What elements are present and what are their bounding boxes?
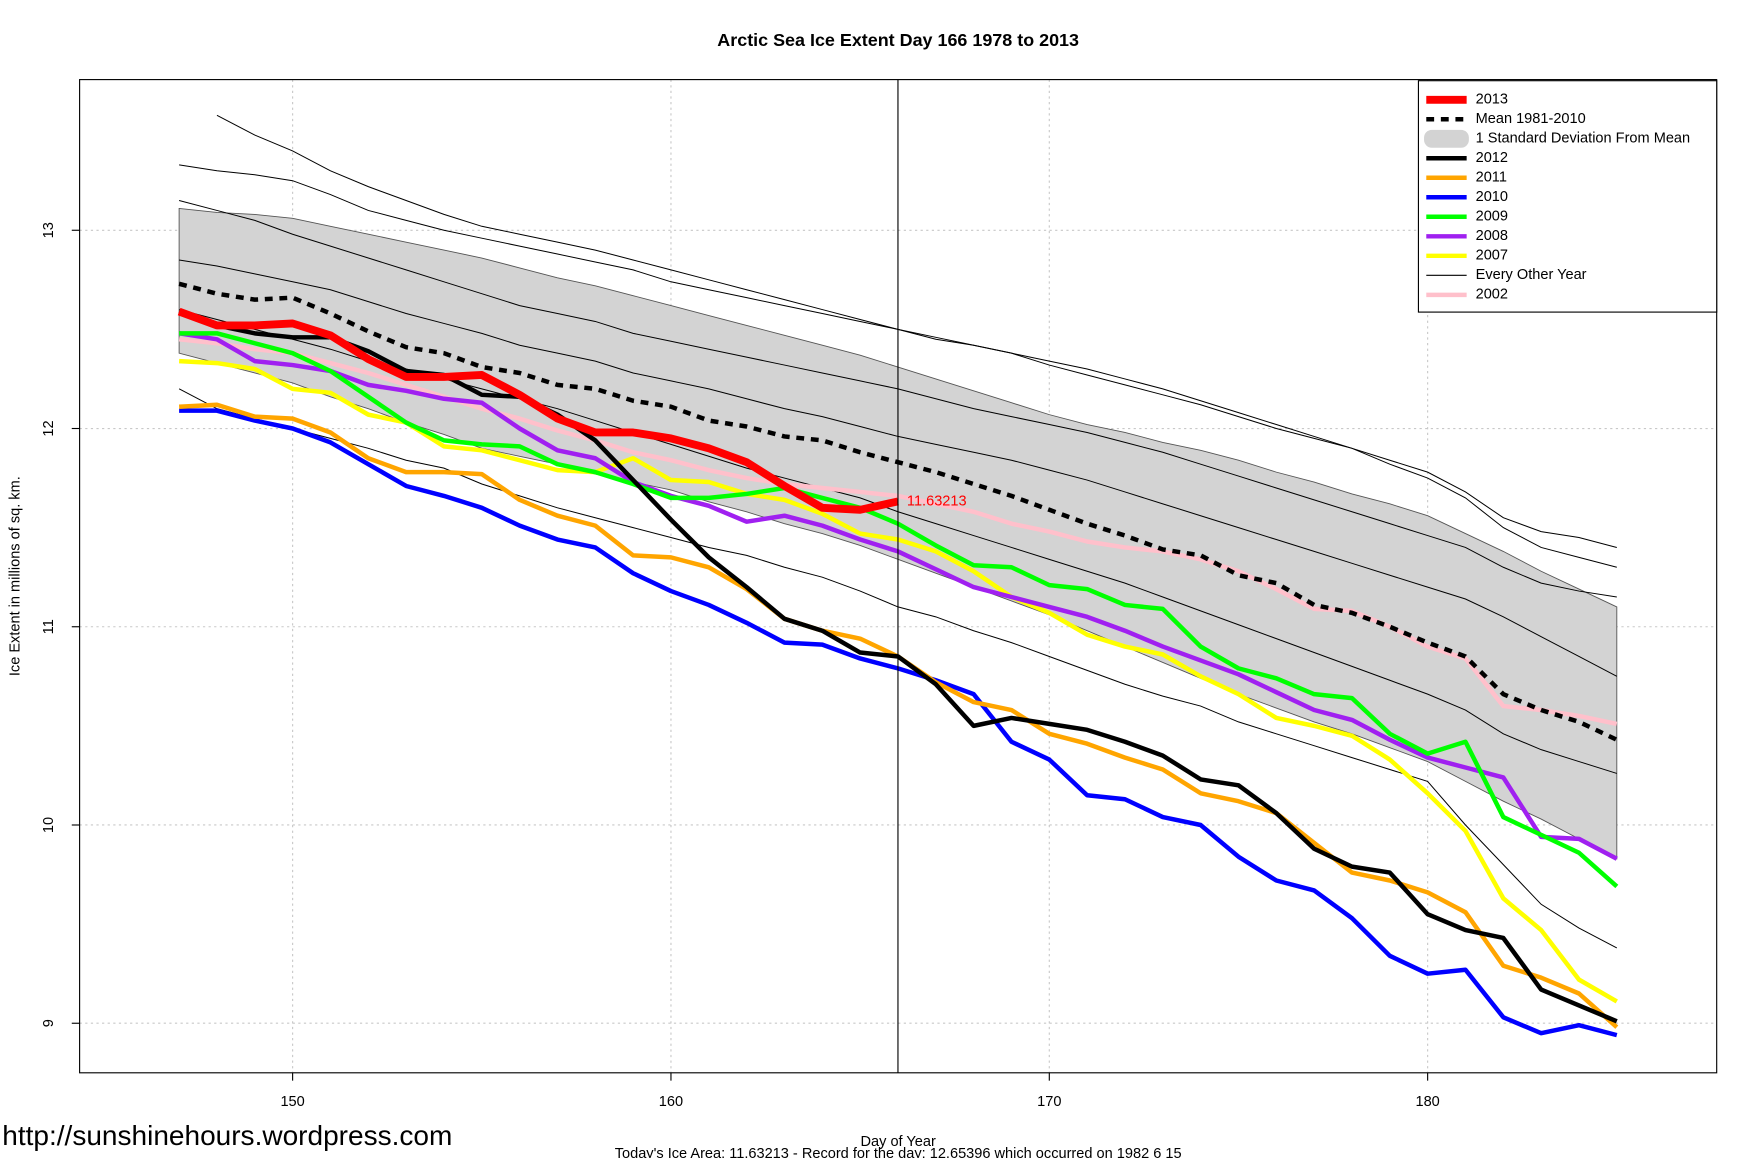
caption: Today's Ice Area: 11.63213 - Record for …	[615, 1146, 1182, 1158]
x-tick-label: 160	[659, 1094, 683, 1110]
legend-label: Every Other Year	[1476, 267, 1587, 283]
y-tick-label: 13	[41, 222, 57, 238]
legend-box	[1417, 80, 1718, 313]
annotation: 11.63213	[907, 493, 967, 509]
legend-label: 2007	[1476, 248, 1508, 264]
other-year-line	[216, 114, 1617, 548]
legend-label: 2012	[1476, 150, 1508, 166]
x-tick-label: 170	[1037, 1094, 1061, 1110]
plot-frame	[79, 79, 1718, 1074]
legend-label: 1 Standard Deviation From Mean	[1476, 131, 1691, 147]
legend-label: 2002	[1476, 287, 1508, 303]
series-line	[177, 307, 899, 514]
y-tick-label: 12	[41, 420, 57, 436]
x-tick-label: 180	[1415, 1094, 1439, 1110]
y-tick-label: 10	[41, 817, 57, 833]
legend-label: 2009	[1476, 209, 1508, 225]
x-axis-label: Day of Year	[861, 1134, 936, 1150]
watermark: http://sunshinehours.wordpress.com	[2, 1120, 452, 1151]
y-tick-label: 11	[41, 619, 57, 634]
legend-label: 2011	[1476, 170, 1507, 186]
chart-title: Arctic Sea Ice Extent Day 166 1978 to 20…	[717, 30, 1079, 50]
legend-label: 2008	[1476, 228, 1508, 244]
legend-swatch	[1424, 129, 1469, 148]
y-tick-label: 9	[41, 1019, 57, 1027]
y-axis-label: Ice Extent in millions of sq. km.	[8, 476, 24, 676]
x-tick-label: 150	[280, 1094, 304, 1110]
legend-label: Mean 1981-2010	[1476, 111, 1586, 127]
legend-label: 2013	[1476, 92, 1508, 108]
legend-label: 2010	[1476, 189, 1508, 205]
